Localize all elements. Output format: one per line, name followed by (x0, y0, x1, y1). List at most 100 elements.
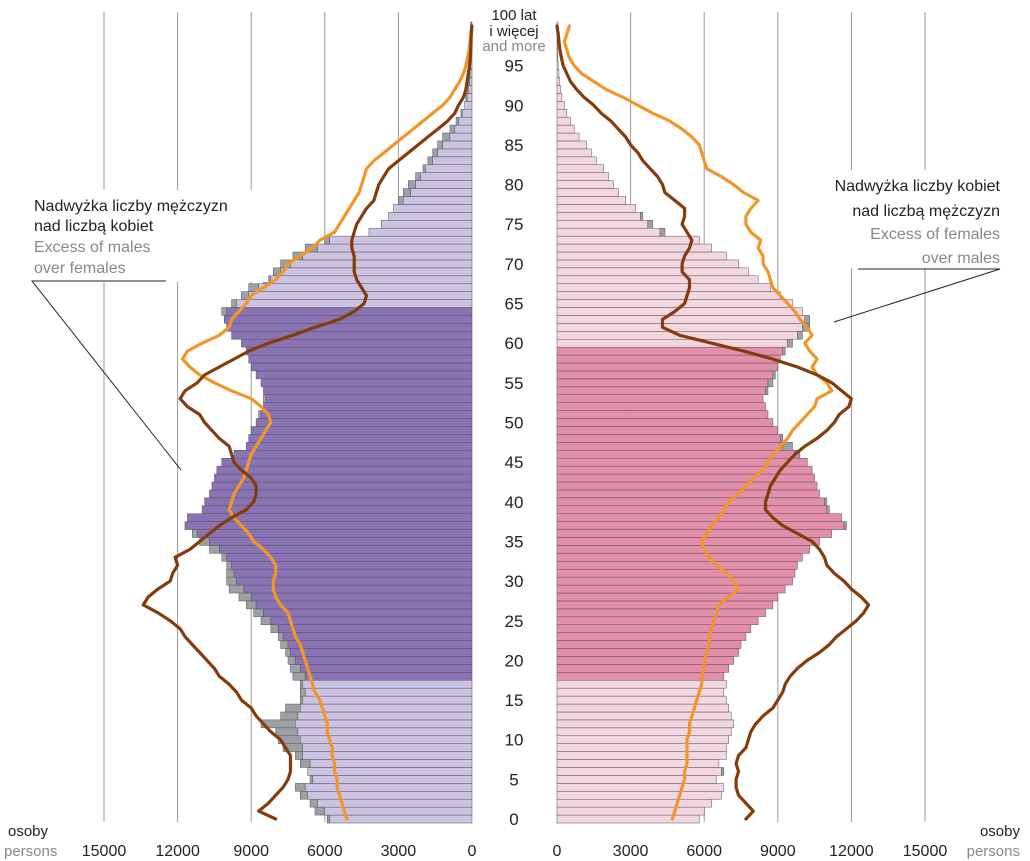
male-excess-bar (231, 299, 237, 308)
male-bar (329, 814, 473, 824)
male-bar (300, 703, 473, 713)
female-bar (556, 624, 752, 633)
female-bar (556, 156, 597, 166)
male-excess-bar (263, 394, 267, 403)
annotation-left-pl-1: Nadwyżka liczby mężczyzn (34, 198, 228, 215)
female-bar (556, 656, 734, 665)
male-bar (255, 370, 473, 380)
male-excess-bar (455, 116, 459, 126)
male-bar (388, 212, 473, 221)
male-excess-bar (260, 616, 272, 625)
female-bar (556, 434, 781, 443)
age-tick-label: 95 (505, 57, 524, 76)
age-top-label-en: and more (482, 38, 545, 55)
age-tick-label: 10 (505, 731, 524, 750)
male-bar (304, 672, 473, 681)
male-excess-bar (427, 156, 433, 166)
male-bar (302, 751, 473, 760)
male-bar (260, 410, 473, 419)
female-bar (556, 751, 727, 760)
x-tick-label-left: 3000 (381, 843, 417, 860)
male-bar (248, 434, 473, 443)
male-excess-bar (437, 140, 443, 150)
x-tick-label-right: 15000 (903, 843, 948, 860)
female-bar (556, 180, 614, 189)
annotation-right-pl-1: Nadwyżka liczby kobiet (835, 178, 1001, 195)
female-bar (556, 450, 796, 459)
female-bar (556, 537, 820, 546)
female-bar (556, 61, 559, 70)
age-axis-labels: 0 5 10 15 20 25 30 35 40 45 50 55 60 65 70 75 80 85 90 95 (505, 57, 524, 829)
male-bar (265, 394, 473, 403)
male-excess-bar (309, 798, 318, 808)
male-excess-bar (398, 196, 404, 205)
male-bar (302, 743, 473, 752)
female-bar (556, 172, 609, 181)
male-excess-bar (228, 584, 245, 594)
male-bar (204, 497, 473, 507)
male-bar (295, 719, 473, 729)
female-excess-bar (767, 378, 774, 388)
line-dark-females (555, 24, 871, 821)
female-bar (556, 291, 781, 300)
male-excess-bar (407, 180, 416, 189)
female-bar (556, 600, 774, 610)
x-tick-label-right: 3000 (613, 843, 649, 860)
male-bar (209, 537, 473, 546)
age-tick-label: 30 (505, 572, 524, 591)
female-bar (556, 743, 727, 752)
male-bar (461, 108, 473, 118)
male-bar (231, 561, 473, 570)
male-bar (300, 735, 473, 744)
annotation-left-bg (28, 190, 268, 282)
female-bar (556, 632, 747, 641)
line-light-males (180, 24, 474, 821)
male-bar (290, 648, 473, 657)
female-bar (556, 735, 729, 744)
female-bar (556, 695, 727, 705)
female-bar (556, 481, 818, 491)
female-excess-bar (826, 505, 830, 514)
female-bar (556, 410, 769, 419)
male-bar (211, 481, 473, 491)
male-excess-bar (292, 672, 306, 681)
male-excess-bar (280, 711, 299, 721)
age-top-label-pl-1: 100 lat (491, 7, 537, 24)
female-bar (556, 116, 571, 126)
male-excess-bar (275, 727, 299, 737)
male-excess-bar (403, 188, 411, 197)
female-excess-bar (765, 386, 769, 395)
male-bar (282, 632, 473, 641)
male-bar (184, 521, 473, 530)
annotation-left-leader (30, 280, 182, 471)
male-excess-bar (314, 806, 326, 816)
female-bar (556, 418, 774, 427)
female-excess-bar (782, 442, 793, 451)
male-bar (280, 267, 473, 277)
age-tick-label: 70 (505, 255, 524, 274)
female-bar (556, 568, 796, 578)
male-bar (243, 584, 473, 594)
age-tick-label: 35 (505, 532, 524, 551)
female-excess-bar (782, 346, 786, 356)
female-bar (556, 426, 779, 435)
male-bar (297, 727, 473, 737)
male-bar (221, 457, 473, 467)
x-tick-label-right: 12000 (829, 843, 874, 860)
male-excess-bar (300, 791, 308, 800)
male-bar (196, 529, 473, 538)
male-bar (442, 140, 473, 150)
male-bar (464, 101, 473, 110)
male-bar (246, 442, 473, 451)
female-bar (556, 553, 803, 562)
male-bar (250, 362, 473, 372)
female-bar (556, 53, 558, 62)
x-tick-label-left: 12000 (155, 843, 200, 860)
male-bar (263, 608, 473, 618)
female-bar (556, 315, 806, 324)
male-bar (469, 77, 473, 86)
age-tick-label: 50 (505, 414, 524, 433)
female-bar (556, 275, 759, 284)
female-bar (556, 489, 820, 499)
